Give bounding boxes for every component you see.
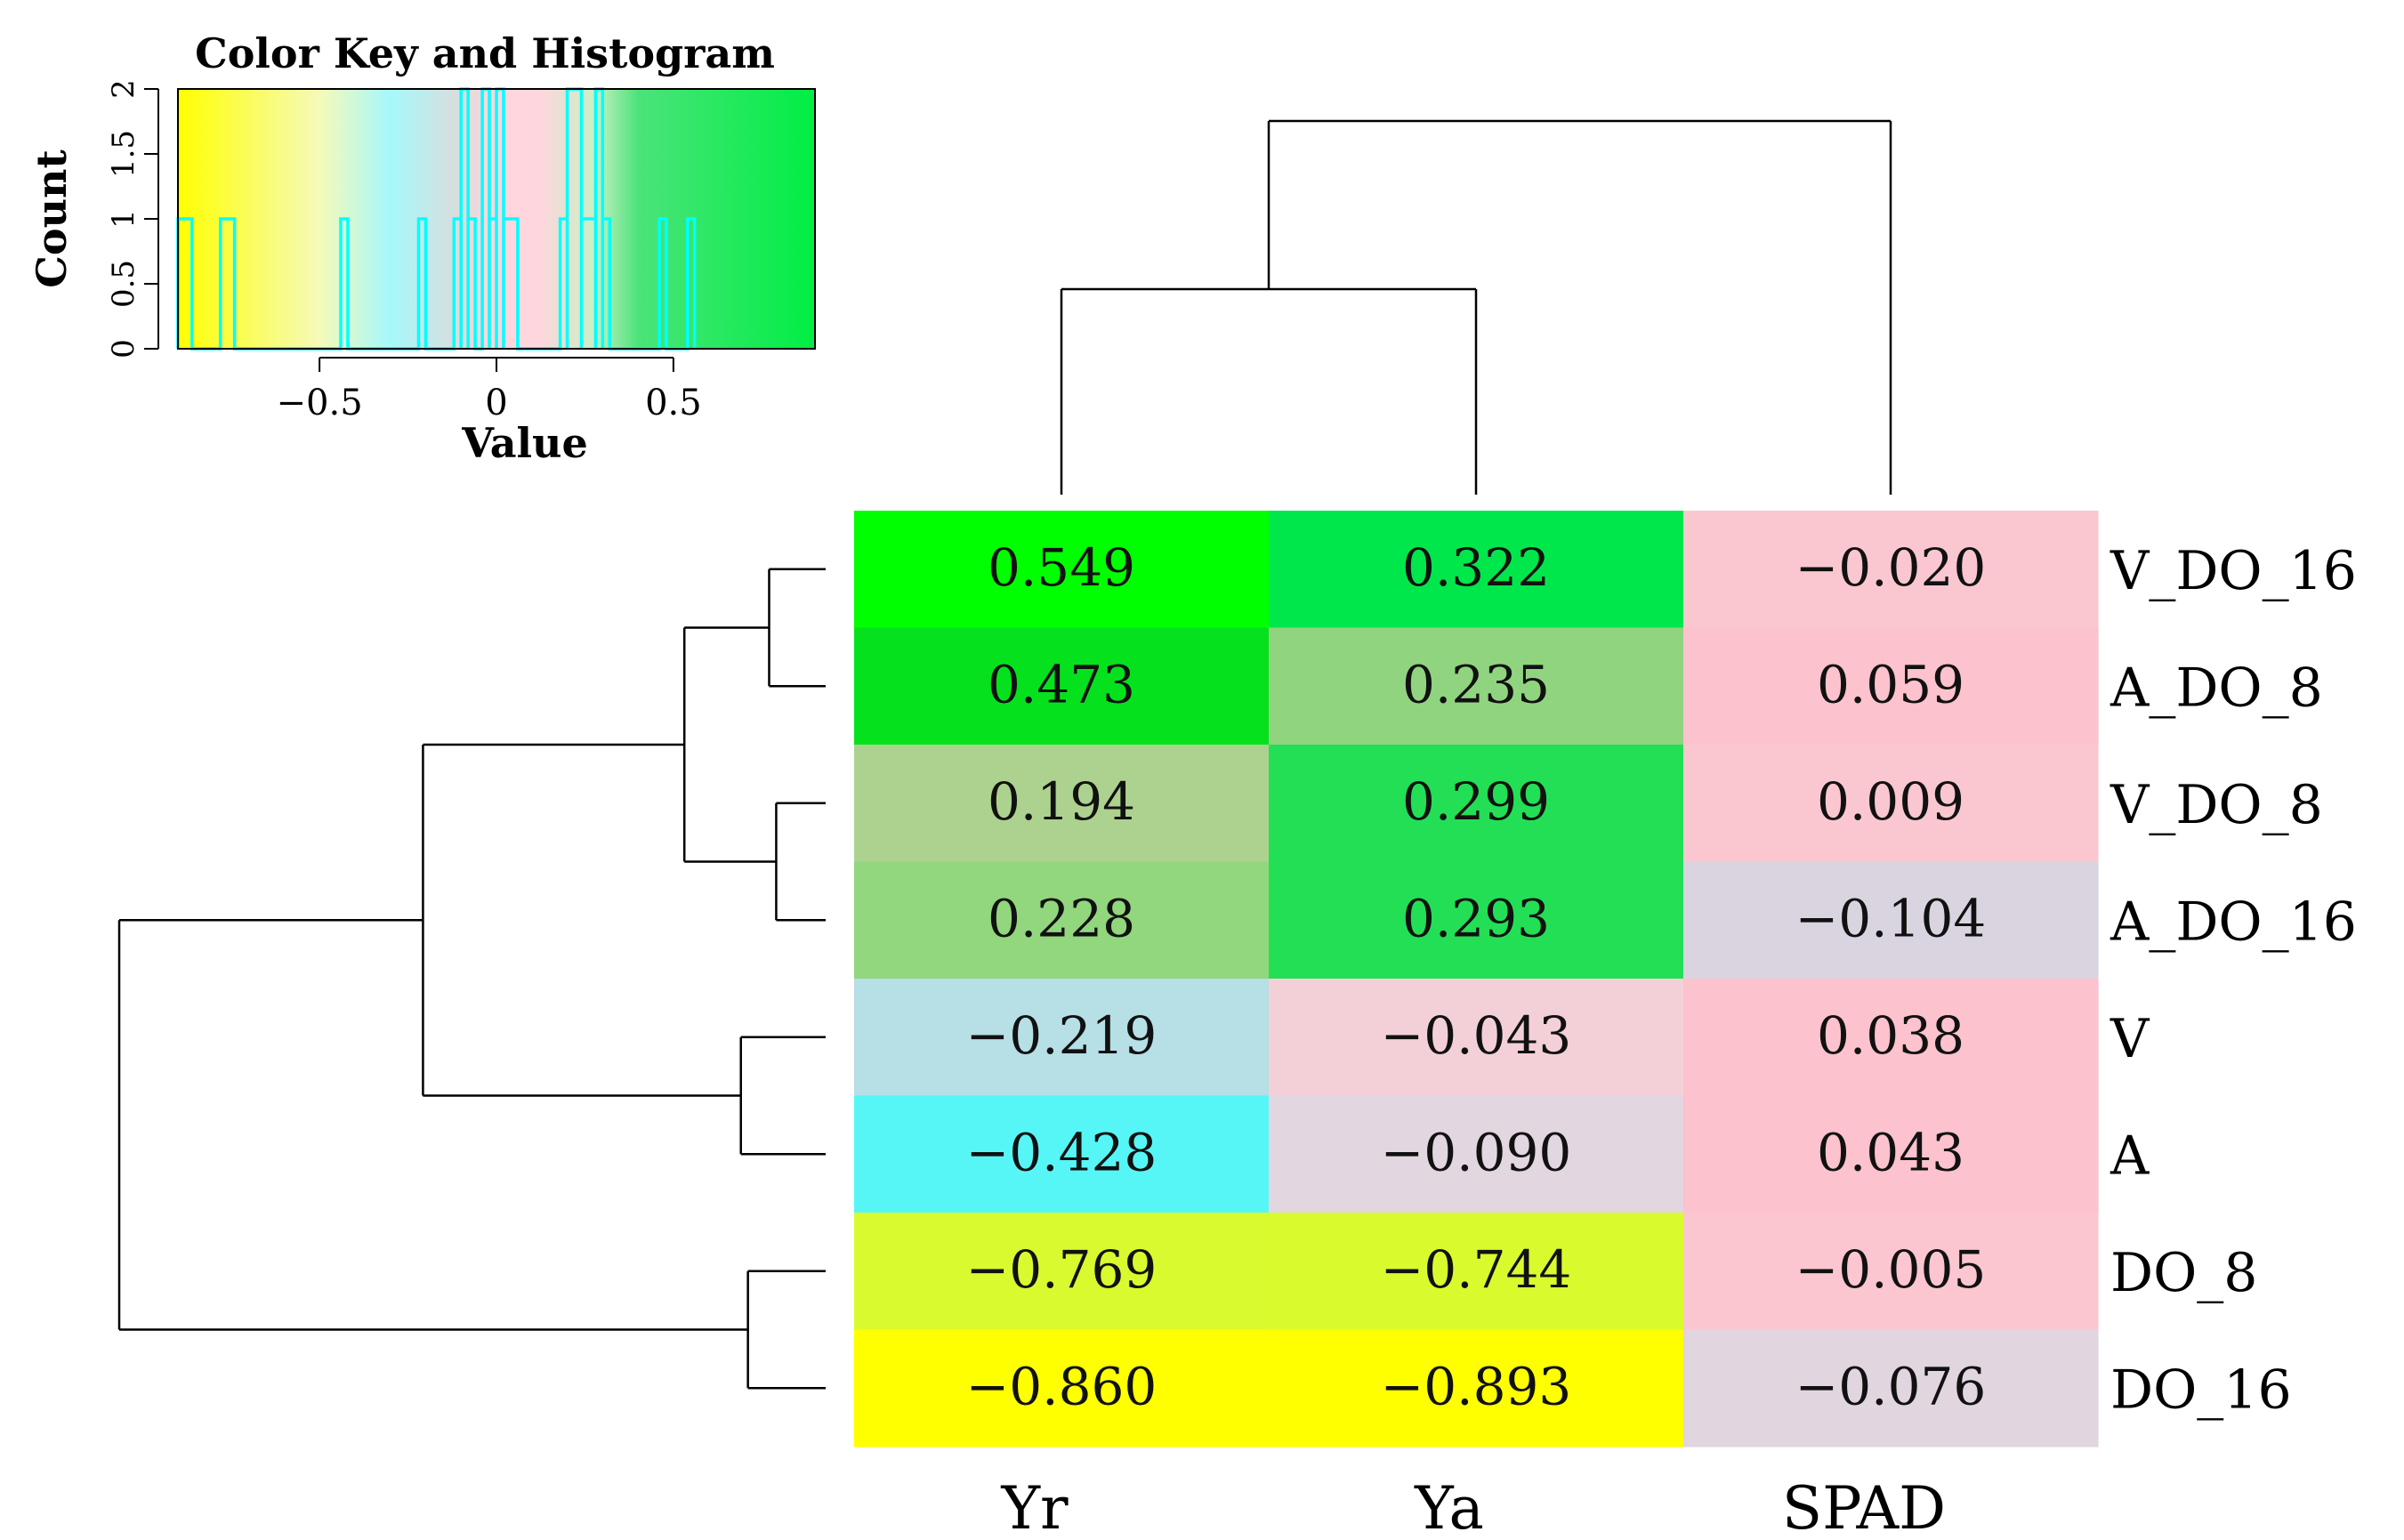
histogram-x-label: Value bbox=[461, 419, 587, 467]
heatmap-cell-value: −0.020 bbox=[1795, 537, 1987, 598]
row-label: DO_8 bbox=[2110, 1242, 2257, 1304]
color-key-histogram: Color Key and Histogram 00.511.52 −0.5 0 0… bbox=[28, 29, 816, 467]
heatmap-cell bbox=[1269, 745, 1684, 863]
histogram-y-tick-label: 1 bbox=[106, 209, 141, 229]
heatmap-cell bbox=[1269, 1213, 1684, 1331]
histogram-x-tick-label: 0.5 bbox=[645, 383, 702, 423]
row-label: V_DO_16 bbox=[2110, 540, 2357, 602]
heatmap-cell-value: 0.473 bbox=[988, 654, 1135, 714]
heatmap-cell bbox=[1683, 511, 2099, 629]
row-label: V bbox=[2110, 1008, 2150, 1070]
histogram-y-tick-label: 0 bbox=[106, 339, 141, 359]
column-dendrogram bbox=[1060, 119, 1892, 495]
heatmap-cell bbox=[854, 745, 1270, 863]
heatmap-cell bbox=[854, 1095, 1270, 1213]
histogram-y-tick-label: 1.5 bbox=[106, 130, 141, 178]
row-label: DO_16 bbox=[2110, 1359, 2292, 1421]
heatmap-cell-value: −0.005 bbox=[1795, 1239, 1987, 1300]
histogram-x-tick-label: −0.5 bbox=[277, 383, 363, 423]
heatmap-cell-value: −0.893 bbox=[1381, 1356, 1572, 1416]
heatmap-cell bbox=[854, 511, 1270, 629]
column-label: Yr bbox=[1000, 1474, 1069, 1540]
row-labels: V_DO_16 A_DO_8 V_DO_8 A_DO_16 VA DO_8 DO_16 bbox=[2110, 540, 2357, 1422]
row-dendrogram bbox=[117, 568, 826, 1390]
heatmap-cell-value: 0.299 bbox=[1402, 771, 1550, 832]
heatmap-cell-value: 0.549 bbox=[988, 537, 1135, 598]
row-label: A bbox=[2110, 1125, 2150, 1187]
heatmap-cell bbox=[854, 627, 1270, 746]
heatmap-cell bbox=[854, 979, 1270, 1097]
heatmap-cell bbox=[1269, 1095, 1684, 1213]
heatmap-cell bbox=[1683, 627, 2099, 746]
histogram-x-axis: −0.5 0 0.5 bbox=[277, 357, 702, 423]
heatmap-cell bbox=[1269, 627, 1684, 746]
heatmap-cell-value: −0.428 bbox=[966, 1122, 1158, 1182]
heatmap-cell bbox=[1269, 861, 1684, 980]
heatmap-cell bbox=[1683, 745, 2099, 863]
heatmap-cell bbox=[1683, 979, 2099, 1097]
histogram-y-tick-label: 0.5 bbox=[106, 260, 141, 308]
heatmap-cell-value: 0.194 bbox=[988, 771, 1135, 832]
column-label: SPAD bbox=[1782, 1474, 1946, 1540]
histogram-y-axis: 0 0.5 1 1.5 2 bbox=[106, 79, 159, 359]
heatmap-cell-value: −0.860 bbox=[966, 1356, 1158, 1416]
heatmap-cell-value: 0.235 bbox=[1402, 654, 1550, 714]
row-label: A_DO_16 bbox=[2110, 891, 2357, 953]
heatmap-cell-value: −0.744 bbox=[1381, 1239, 1572, 1300]
heatmap-cell bbox=[1269, 979, 1684, 1097]
heatmap-cell bbox=[854, 861, 1270, 980]
heatmap-cell-value: 0.043 bbox=[1817, 1122, 1964, 1182]
heatmap-cell-value: −0.769 bbox=[966, 1239, 1158, 1300]
heatmap-cell-value: 0.228 bbox=[988, 888, 1135, 948]
column-label: Ya bbox=[1414, 1474, 1484, 1540]
heatmap-cell-value: −0.076 bbox=[1795, 1356, 1987, 1416]
heatmap-cell-value: 0.009 bbox=[1817, 771, 1964, 832]
row-label: V_DO_8 bbox=[2110, 774, 2323, 836]
histogram-y-tick-label: 2 bbox=[106, 79, 141, 99]
heatmap-cell-value: −0.043 bbox=[1381, 1005, 1572, 1066]
histogram-line bbox=[176, 87, 697, 351]
heatmap-cell bbox=[854, 1213, 1270, 1331]
heatmap-cell bbox=[854, 1329, 1270, 1447]
heatmap-cell bbox=[1683, 1213, 2099, 1331]
row-label: A_DO_8 bbox=[2110, 657, 2323, 719]
heatmap-cell-value: 0.293 bbox=[1402, 888, 1550, 948]
column-labels: Yr Ya SPAD bbox=[1000, 1474, 1946, 1540]
heatmap-cell-value: 0.038 bbox=[1817, 1005, 1964, 1066]
histogram-y-label: Count bbox=[28, 149, 76, 288]
heatmap-cell-value: −0.219 bbox=[966, 1005, 1158, 1066]
heatmap-cell-value: 0.322 bbox=[1402, 537, 1550, 598]
heatmap-cell bbox=[1683, 861, 2099, 980]
heatmap-cell bbox=[1269, 1329, 1684, 1447]
heatmap-cell bbox=[1683, 1329, 2099, 1447]
heatmap-cell-value: −0.104 bbox=[1795, 888, 1987, 948]
heatmap-cell bbox=[1683, 1095, 2099, 1213]
heatmap-cell bbox=[1269, 511, 1684, 629]
heatmap-cells: 0.549 0.322 −0.020 0.473 0.235 0.059 0.194 0.29… bbox=[854, 511, 2099, 1447]
color-key-frame bbox=[177, 88, 816, 350]
color-key-title: Color Key and Histogram bbox=[195, 29, 775, 77]
histogram-x-tick-label: 0 bbox=[485, 383, 507, 423]
heatmap-cell-value: 0.059 bbox=[1817, 654, 1964, 714]
heatmap-cell-value: −0.090 bbox=[1381, 1122, 1572, 1182]
